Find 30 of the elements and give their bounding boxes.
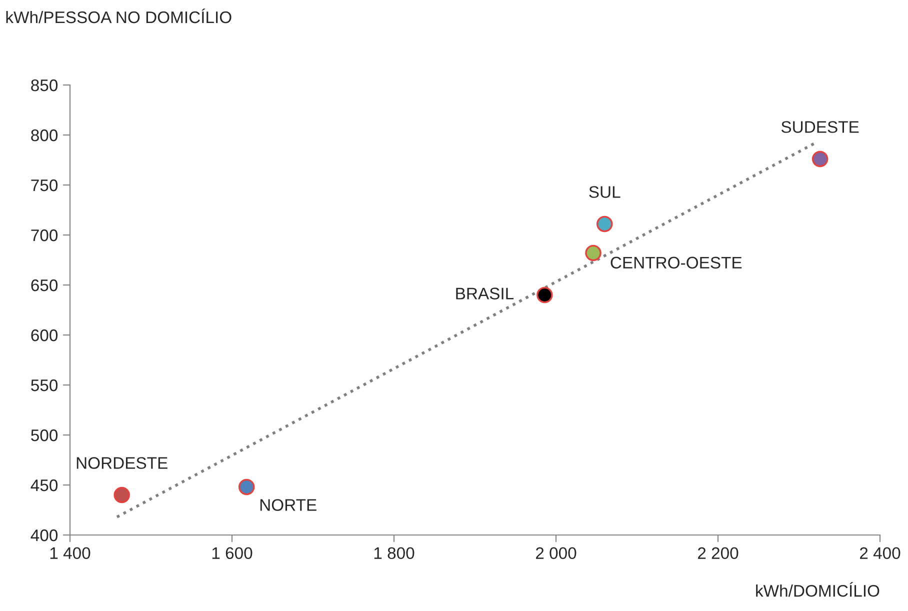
point (114, 486, 130, 504)
y-tick-label: 450 (30, 479, 58, 492)
point (585, 244, 602, 262)
point (536, 286, 553, 304)
x-tick-label: 2 400 (860, 547, 900, 560)
y-tick-label: 600 (31, 329, 58, 342)
y-axis-title: kWh/PESSOA NO DOMICÍLIO (6, 8, 232, 24)
x-tick-label: 1 800 (374, 547, 414, 560)
y-tick-label: 750 (31, 179, 58, 192)
y-tick-label: 800 (31, 129, 58, 142)
point (238, 478, 255, 496)
y-tick-label: 850 (31, 79, 58, 92)
point (812, 150, 828, 168)
series-label: SUDESTE (781, 121, 859, 133)
series-label: BRASIL (456, 288, 514, 300)
series-label: NORTE (260, 499, 316, 511)
x-tick-label: 2 200 (698, 547, 738, 560)
y-tick-label: 700 (31, 229, 58, 242)
x-tick-label: 2 000 (536, 547, 576, 560)
x-tick-label: 1 400 (50, 547, 90, 560)
point (596, 216, 613, 232)
y-tick-label: 550 (31, 379, 58, 392)
y-tick-label: 500 (31, 429, 58, 442)
y-tick-label: 400 (30, 529, 58, 542)
series-label: SUL (589, 186, 620, 198)
x-axis-title: kWh/DOMICÍLIO (756, 582, 880, 597)
series-label: NORDESTE (76, 457, 168, 469)
y-tick-label: 650 (31, 279, 58, 292)
series-label: CENTRO-OESTE (610, 256, 742, 269)
x-tick-label: 1 600 (212, 547, 252, 560)
